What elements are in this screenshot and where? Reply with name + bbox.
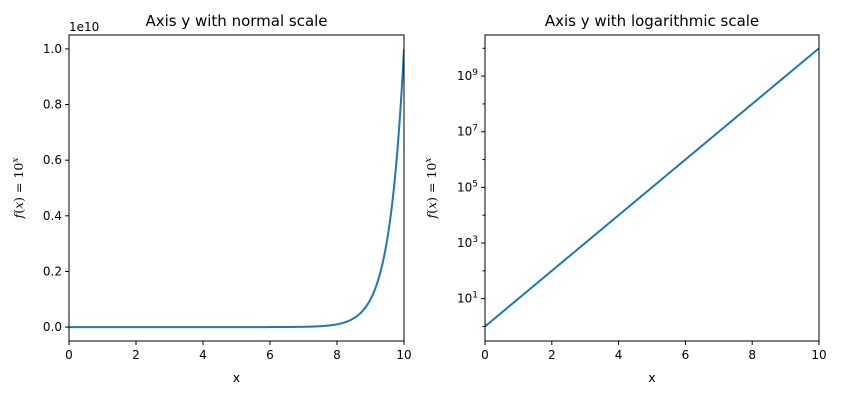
y-tick-label: 0.4: [43, 209, 62, 223]
y-axis-label: f(x) = 10x: [11, 158, 26, 220]
series-line: [69, 48, 404, 329]
x-tick-label: 8: [333, 348, 341, 362]
y-tick-label: 109: [457, 68, 478, 83]
y-offset-text: 1e10: [69, 20, 99, 34]
chart-title: Axis y with logarithmic scale: [545, 12, 759, 30]
chart-panel-1: Axis y with normal scale 0 2 4 6 8 10 0.0 0.2 0.4…: [11, 12, 412, 385]
chart-title: Axis y with normal scale: [145, 12, 327, 30]
y-tick-label: 0.8: [43, 98, 62, 112]
y-tick-label: 0.2: [43, 264, 62, 278]
x-tick-label: 10: [811, 348, 826, 362]
x-axis-label: x: [233, 370, 240, 385]
y-axis-label: f(x) = 10x: [424, 158, 439, 220]
x-tick-label: 0: [481, 348, 489, 362]
y-tick-label: 105: [457, 179, 478, 194]
x-tick-label: 4: [615, 348, 623, 362]
x-tick-label: 10: [396, 348, 411, 362]
y-tick-label: 1.0: [43, 42, 62, 56]
y-tick-label: 107: [457, 124, 478, 139]
x-axis-label: x: [648, 370, 655, 385]
x-tick-label: 2: [132, 348, 140, 362]
y-tick-label: 0.6: [43, 153, 62, 167]
x-tick-label: 8: [748, 348, 756, 362]
y-tick-label: 103: [457, 235, 478, 250]
x-tick-label: 4: [199, 348, 207, 362]
x-tick-label: 6: [682, 348, 690, 362]
x-tick-label: 2: [548, 348, 556, 362]
x-tick-label: 0: [65, 348, 73, 362]
x-tick-label: 6: [266, 348, 274, 362]
chart-panel-2: Axis y with logarithmic scale 0 2 4 6 8 10 101 1…: [424, 12, 827, 385]
y-tick-label: 0.0: [43, 320, 62, 334]
plot-frame: [68, 34, 405, 342]
plot-frame: [484, 34, 820, 342]
y-tick-label: 101: [457, 291, 478, 306]
series-line: [485, 47, 819, 328]
